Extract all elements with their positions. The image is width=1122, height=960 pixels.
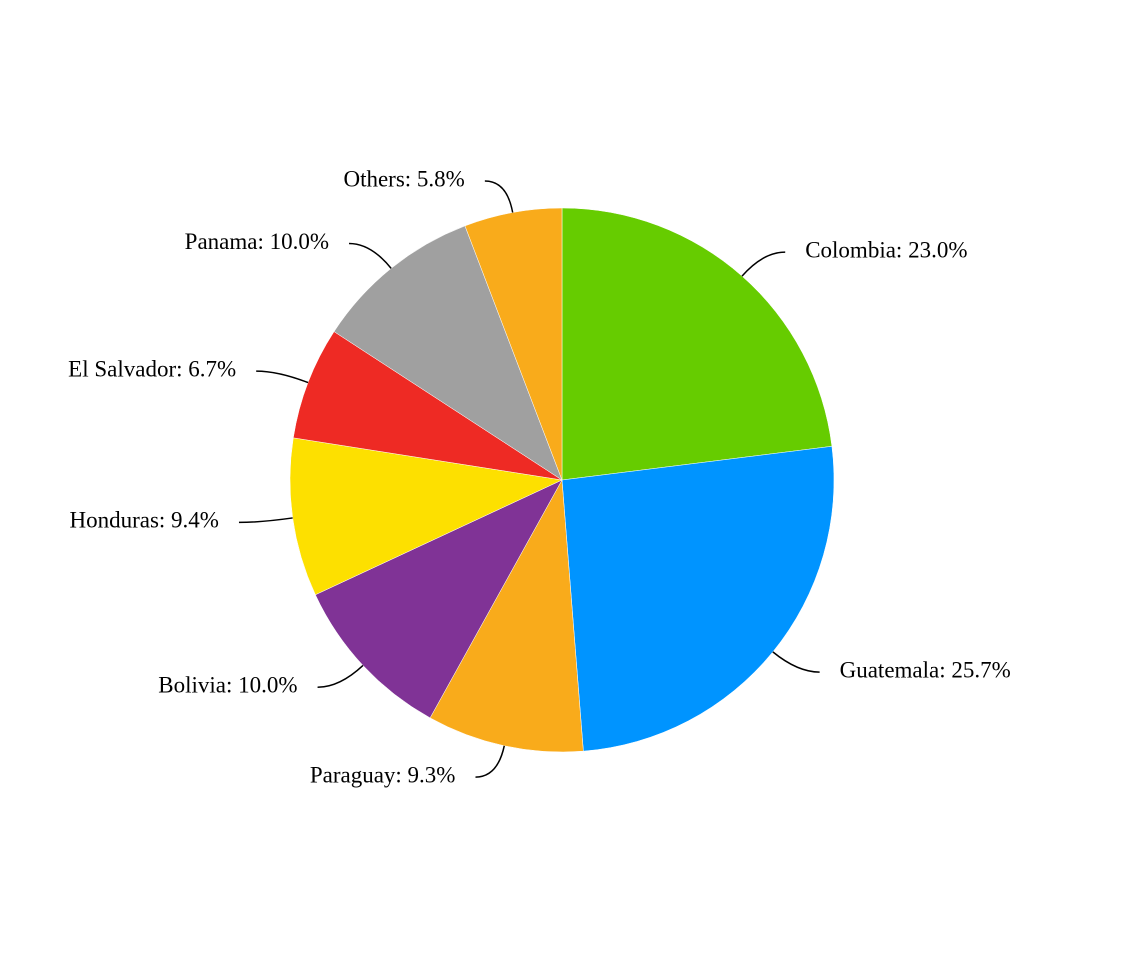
slice-label: Others: 5.8% [343,166,464,191]
pie-slice [315,479,563,719]
pie-slice [333,225,563,481]
leader-line [256,370,309,384]
leader-line [741,251,786,277]
pie-slice [293,331,563,481]
slice-label: Paraguay: 9.3% [310,762,456,787]
slice-label: Bolivia: 10.0% [158,673,297,698]
leader-line [475,745,506,778]
leader-line [484,180,514,213]
slice-label: Colombia: 23.0% [805,237,967,262]
pie-slice [561,446,835,752]
slice-label: Honduras: 9.4% [69,508,218,533]
leader-line [317,664,364,688]
slice-label: Guatemala: 25.7% [840,657,1011,682]
leader-line [238,517,293,524]
slice-label: Panama: 10.0% [185,229,329,254]
pie-slice [561,207,833,481]
pie-slice [289,437,563,596]
leader-line [772,651,820,673]
slice-label: El Salvador: 6.7% [68,356,236,381]
leader-line [349,242,392,269]
